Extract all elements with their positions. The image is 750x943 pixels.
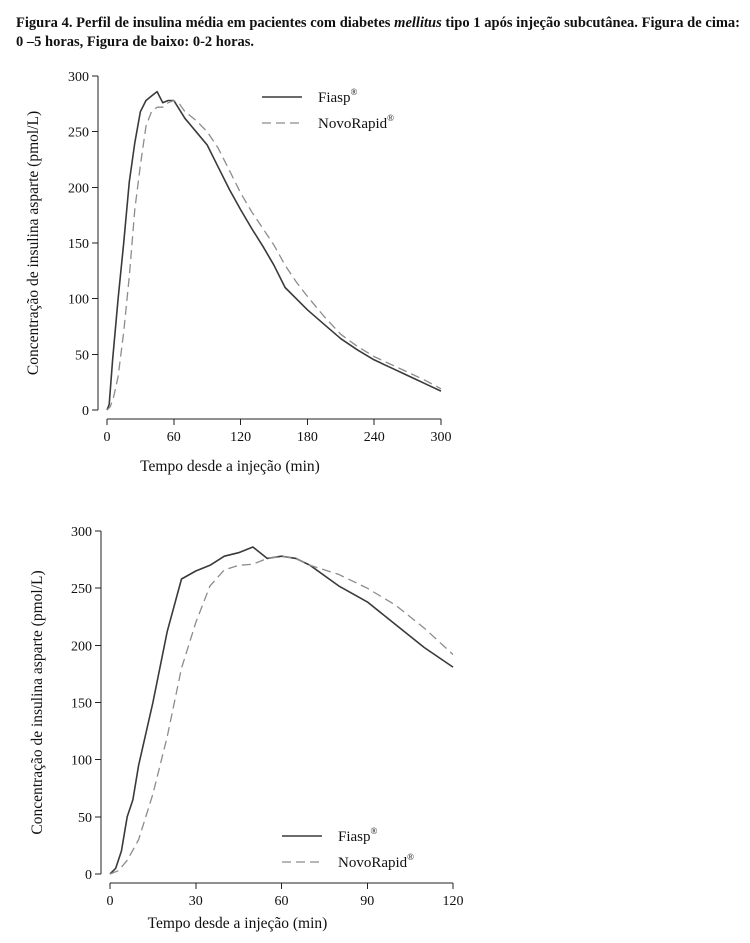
y-axis-title: Concentração de insulina asparte (pmol/L…: [25, 111, 42, 375]
x-tick-label: 240: [364, 430, 385, 445]
legend-registered-mark: ®: [351, 87, 358, 97]
x-tick-label: 60: [167, 430, 181, 445]
y-tick-label: 0: [85, 868, 92, 883]
series-line-fiasp: [109, 546, 454, 875]
chart-bottom: 0 50 100 150 200 250 300 0 30 60 90 120 Tempo desde …: [29, 525, 464, 932]
chart-top: 0 50 100 150 200 250 300 0 60 120 180 240 300 Tempo d…: [25, 70, 452, 475]
y-tick-label: 100: [68, 293, 89, 308]
legend-registered-mark: ®: [371, 826, 378, 836]
y-tick-label: 100: [71, 754, 92, 769]
legend-registered-mark: ®: [407, 852, 414, 862]
y-tick-label: 200: [68, 181, 89, 196]
legend-label-fiasp: Fiasp®: [338, 826, 378, 845]
x-tick-label: 90: [360, 894, 374, 909]
y-tick-label: 200: [71, 639, 92, 654]
series-line-novorapid: [109, 555, 454, 875]
x-tick-label: 0: [107, 894, 114, 909]
x-tick-label: 180: [297, 430, 318, 445]
figure-caption: Figura 4. Perfil de insulina média em pa…: [16, 14, 740, 52]
x-tick-label: 120: [443, 894, 464, 909]
x-tick-label: 120: [230, 430, 251, 445]
x-axis-title: Tempo desde a injeção (min): [140, 458, 320, 475]
x-tick-label: 300: [431, 430, 452, 445]
y-tick-label: 250: [68, 126, 89, 141]
y-tick-label: 300: [71, 525, 92, 540]
y-tick-label: 0: [82, 404, 89, 419]
y-tick-label: 300: [68, 70, 89, 85]
y-tick-label: 150: [68, 237, 89, 252]
legend-registered-mark: ®: [387, 113, 394, 123]
legend-label-fiasp: Fiasp®: [318, 87, 358, 106]
legend-label-novorapid: NovoRapid®: [338, 852, 414, 871]
series-line-fiasp: [106, 90, 442, 411]
caption-italic-text: mellitus: [394, 15, 442, 31]
legend-label-novorapid: NovoRapid®: [318, 113, 394, 132]
x-tick-label: 30: [189, 894, 203, 909]
x-tick-label: 0: [104, 430, 111, 445]
series-line-novorapid: [106, 99, 442, 411]
caption-text: Figura 4. Perfil de insulina média em pa…: [16, 15, 395, 31]
y-tick-label: 50: [78, 811, 92, 826]
x-axis-title: Tempo desde a injeção (min): [148, 915, 328, 932]
x-tick-label: 60: [275, 894, 289, 909]
y-tick-label: 250: [71, 582, 92, 597]
y-tick-label: 50: [75, 348, 89, 363]
y-tick-label: 150: [71, 697, 92, 712]
y-axis-title: Concentração de insulina asparte (pmol/L…: [29, 570, 46, 834]
caption-text-continued: tipo 1 após injeção subcutânea. Figura d…: [16, 15, 741, 50]
